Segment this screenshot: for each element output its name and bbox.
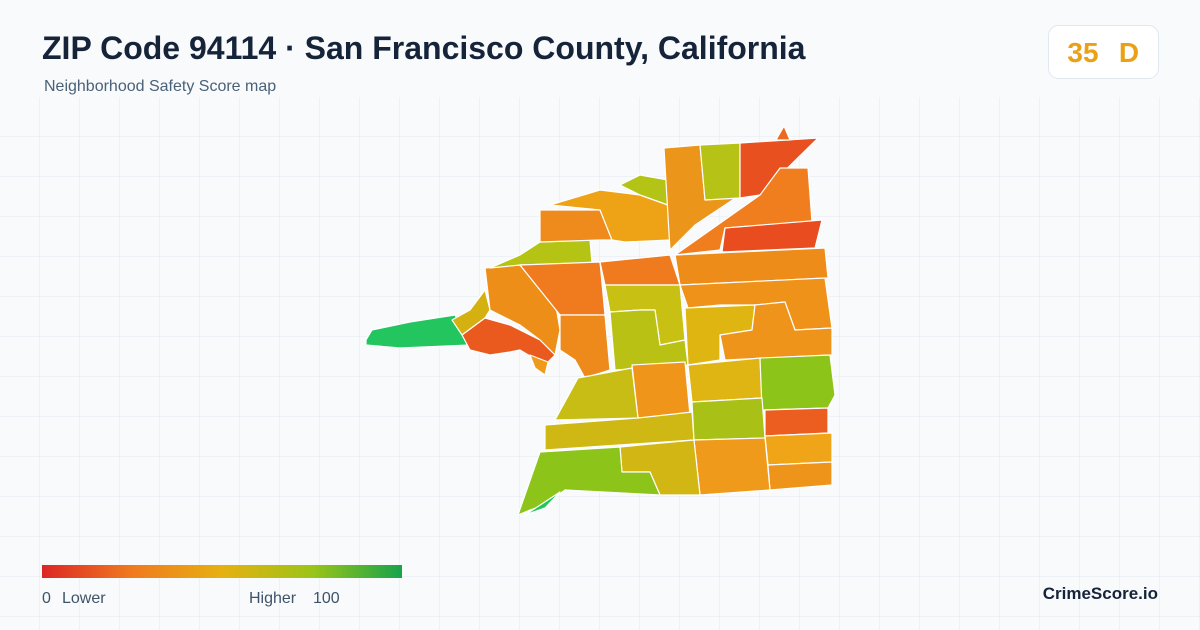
subtitle: Neighborhood Safety Score map <box>44 78 276 95</box>
grade: D <box>1119 37 1139 68</box>
legend-min-label: Lower <box>62 590 106 607</box>
legend-scale <box>42 565 402 578</box>
score-badge <box>1048 25 1159 79</box>
legend-max: 100 <box>313 590 340 607</box>
score: 35 <box>1067 37 1098 68</box>
brand: CrimeScore.io <box>1043 584 1158 603</box>
zip-map <box>365 125 836 516</box>
legend-max-label: Higher <box>249 590 297 607</box>
legend-min: 0 <box>42 590 51 607</box>
title: ZIP Code 94114 · San Francisco County, C… <box>42 30 806 66</box>
